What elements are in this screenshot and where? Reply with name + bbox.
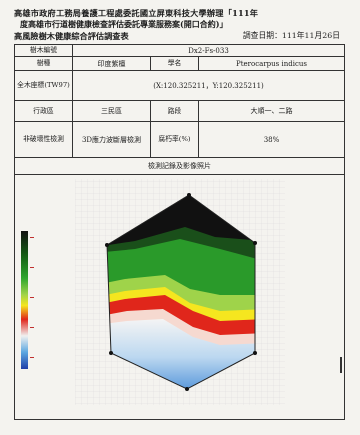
tree-id-label: 樹木編號 [14, 44, 73, 57]
scale-tick [30, 297, 34, 298]
header-line-3: 高風險樹木健康綜合評估調查表 調查日期：111年11月26日 [14, 30, 346, 42]
scale-tick [30, 237, 34, 238]
decay-value: 38% [198, 121, 345, 158]
method-value: 3D應力波斷層檢測 [72, 121, 151, 158]
tomography-section [75, 179, 285, 405]
species-value: 印度紫檀 [72, 56, 151, 71]
form-title: 高風險樹木健康綜合評估調查表 [14, 31, 129, 41]
scale-tick [30, 327, 34, 328]
color-scale-bar [21, 231, 28, 369]
tomography-image [16, 176, 344, 419]
road-label: 路段 [150, 100, 199, 122]
road-value: 大順一、二路 [198, 100, 345, 122]
coord-value: (X:120.325211，Y:120.325211) [72, 70, 345, 101]
district-label: 行政區 [14, 100, 73, 122]
sensor-points [105, 193, 257, 391]
district-value: 三民區 [72, 100, 151, 122]
sci-name-value: Pterocarpus indicus [198, 56, 345, 71]
tomography-image-cell [14, 174, 345, 420]
coord-label: 全木座標(TW97) [14, 70, 73, 101]
scale-tick [30, 267, 34, 268]
scale-tick [30, 357, 34, 358]
survey-date: 調查日期：111年11月26日 [242, 31, 340, 40]
header-line-1: 高雄市政府工務局養護工程處委託國立屏東科技大學辦理「111年 [14, 8, 259, 18]
header-line-2: 度高雄市行道樹健康檢查評估委託專業服務案(開口合約)」 [20, 19, 228, 29]
sci-name-label: 學名 [150, 56, 199, 71]
decay-label: 腐朽率(%) [150, 121, 199, 158]
image-title: 檢測記錄及影像照片 [14, 157, 345, 175]
species-label: 樹種 [14, 56, 73, 71]
survey-table: 樹木編號 Dx2-Fs-033 樹種 印度紫檀 學名 Pterocarpus i… [14, 44, 345, 420]
tree-id-value: Dx2-Fs-033 [72, 44, 345, 57]
scan-mark [340, 357, 342, 373]
method-label: 非破壞性檢測 [14, 121, 73, 158]
